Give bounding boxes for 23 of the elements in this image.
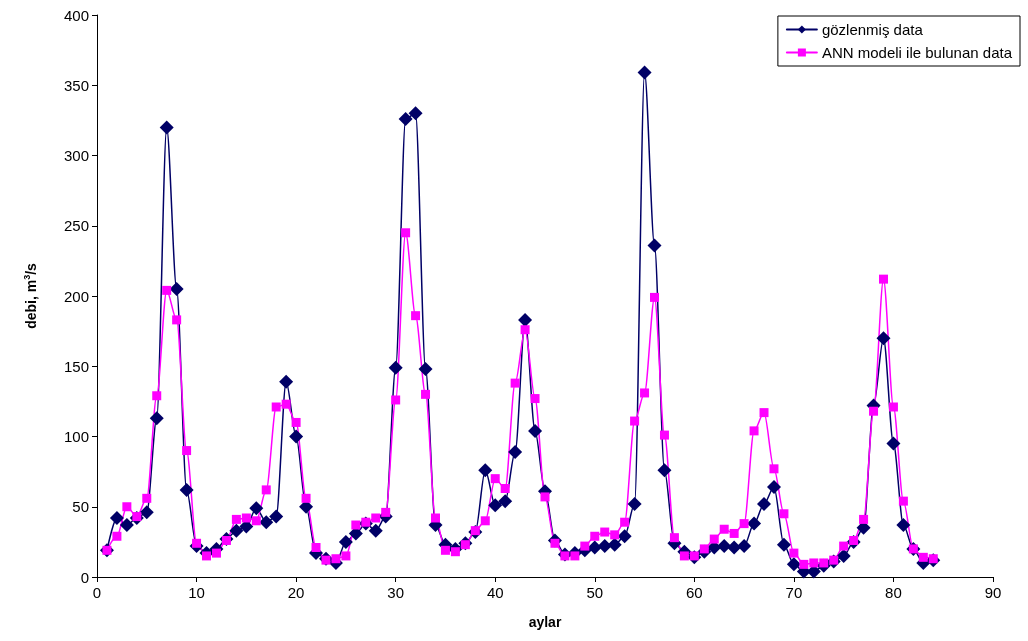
x-tick-label: 90 [984, 584, 1002, 601]
x-axis-title: aylar [528, 614, 562, 630]
y-tick-label: 300 [63, 147, 89, 164]
x-tick-label: 30 [387, 584, 405, 601]
y-tick-label: 350 [63, 76, 89, 94]
x-tick-label: 50 [586, 584, 604, 601]
x-tick-label: 0 [92, 584, 102, 601]
x-tick-label: 80 [885, 584, 902, 601]
y-tick-label: 250 [63, 217, 89, 235]
y-tick-label: 50 [72, 498, 89, 516]
y-tick-label: 400 [63, 6, 89, 24]
legend-label: gözlenmiş data [821, 21, 924, 38]
x-tick-label: 40 [486, 584, 504, 601]
x-tick-label: 60 [685, 584, 703, 601]
y-tick-label: 150 [63, 357, 89, 375]
x-tick-label: 10 [188, 584, 205, 601]
y-axis-title: debi, m3/s [21, 262, 39, 329]
x-tick-label: 70 [785, 584, 803, 601]
x-tick-label: 20 [287, 584, 305, 601]
y-tick-label: 200 [63, 287, 89, 305]
legend-label: ANN modeli ile bulunan data [821, 44, 1013, 61]
y-tick-label: 100 [63, 428, 89, 445]
y-tick-label: 0 [80, 568, 89, 586]
